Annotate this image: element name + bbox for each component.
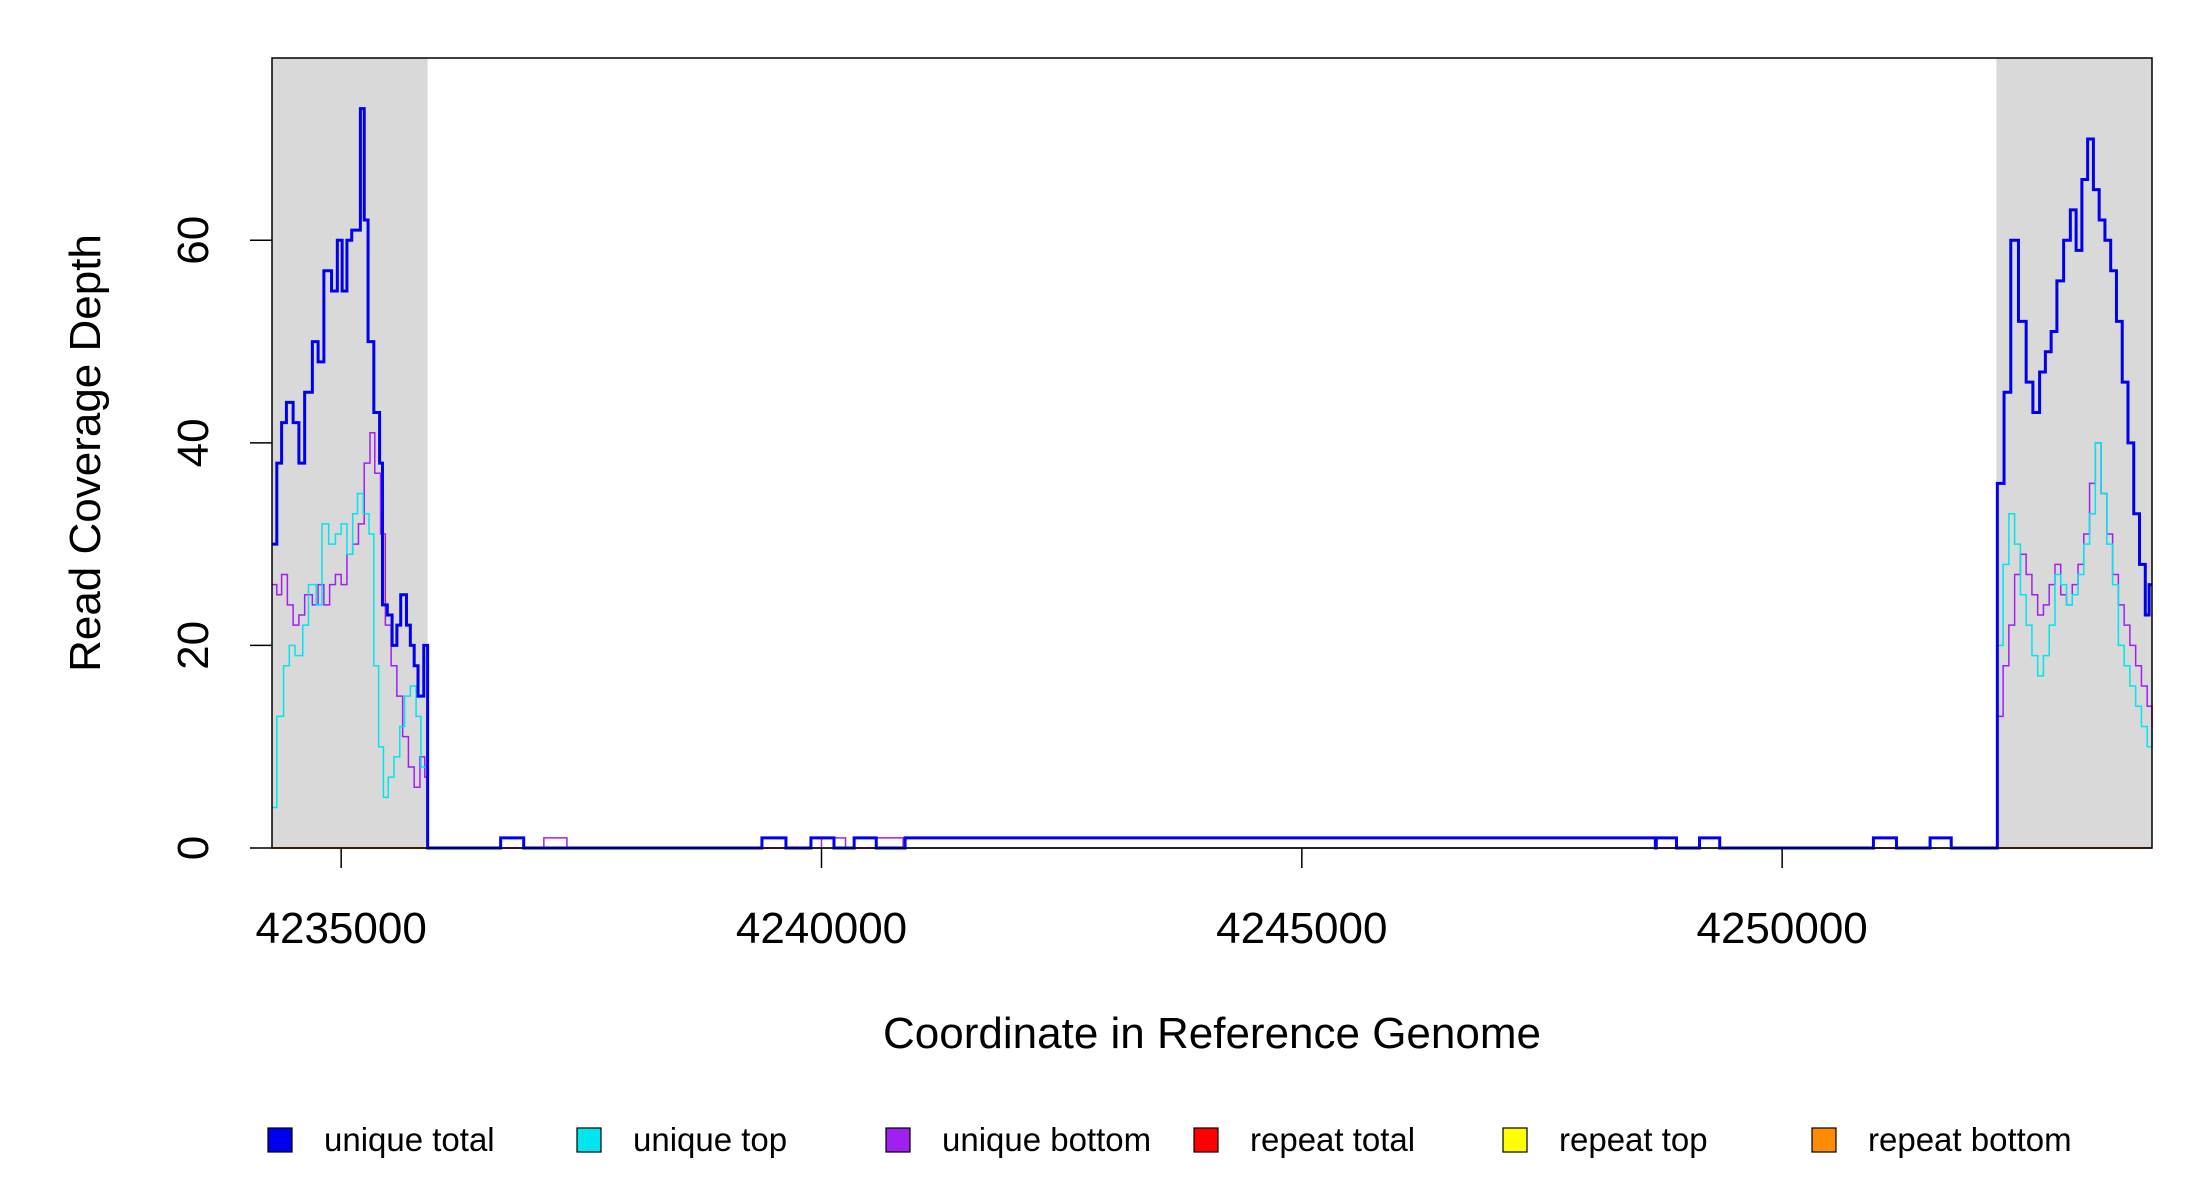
shaded-region-1 (272, 58, 428, 848)
legend-label: repeat bottom (1868, 1121, 2072, 1158)
legend-swatch-repeat-bottom (1811, 1127, 1837, 1153)
series-unique-total (272, 107, 2152, 850)
legend-label: unique bottom (942, 1121, 1151, 1158)
y-axis-title: Read Coverage Depth (61, 234, 110, 672)
legend-swatch-unique-bottom (885, 1127, 911, 1153)
legend-label: repeat total (1250, 1121, 1415, 1158)
x-tick-label: 4235000 (256, 904, 427, 953)
plot-frame (271, 57, 2153, 849)
y-axis: 0 20 40 60 (169, 216, 272, 860)
legend: unique total unique top unique bottom repea… (267, 1121, 2072, 1158)
legend-swatch-repeat-top (1502, 1127, 1528, 1153)
x-tick-label: 4245000 (1216, 904, 1387, 953)
series-unique-top (272, 442, 2153, 849)
legend-label: repeat top (1559, 1121, 1708, 1158)
y-tick-label: 40 (169, 418, 218, 467)
y-tick-label: 0 (169, 836, 218, 860)
legend-label: unique total (324, 1121, 495, 1158)
legend-swatch-unique-total (267, 1127, 293, 1153)
x-axis: 4235000 4240000 4245000 4250000 (256, 848, 1868, 953)
x-tick-label: 4240000 (736, 904, 907, 953)
legend-label: unique top (633, 1121, 787, 1158)
series-unique-bottom (272, 431, 2153, 849)
y-tick-label: 20 (169, 621, 218, 670)
series-lines (272, 107, 2153, 850)
x-tick-label: 4250000 (1696, 904, 1867, 953)
x-axis-title: Coordinate in Reference Genome (883, 1009, 1541, 1058)
y-tick-label: 60 (169, 216, 218, 265)
shaded-region-2 (1996, 58, 2152, 848)
shaded-regions (272, 58, 2152, 848)
legend-swatch-repeat-total (1193, 1127, 1219, 1153)
legend-swatch-unique-top (576, 1127, 602, 1153)
